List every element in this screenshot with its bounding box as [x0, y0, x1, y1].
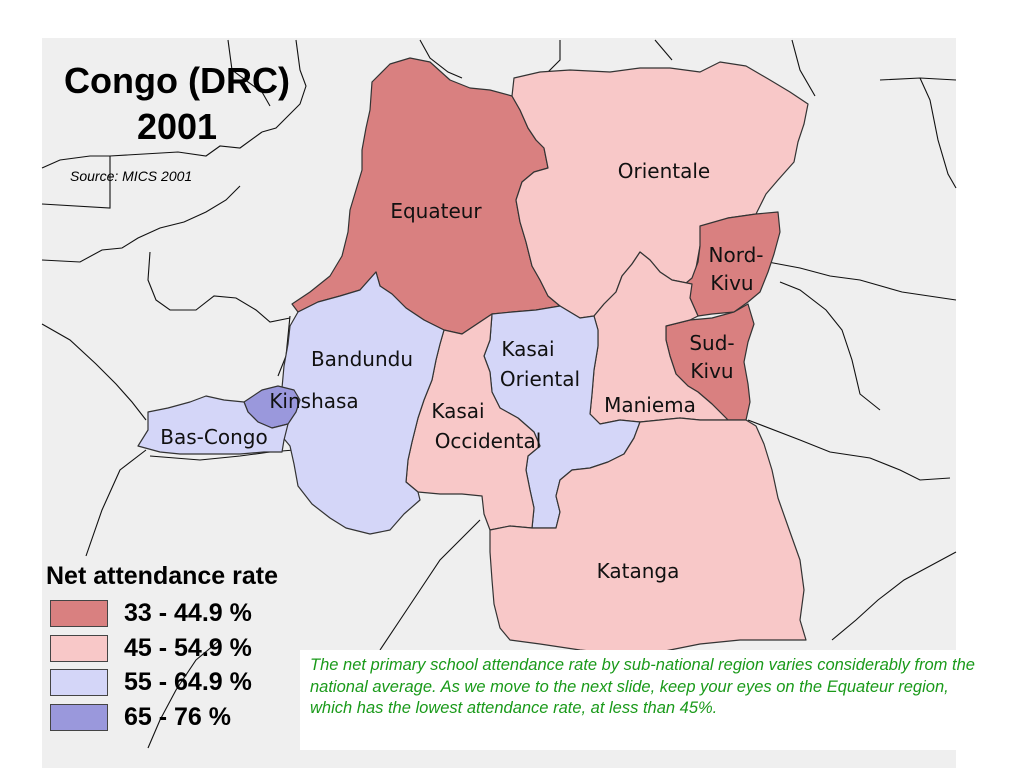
- title-line-2: 2001: [136, 106, 218, 147]
- label-sud-kivu-line1: Sud-: [689, 331, 734, 355]
- caption-text-box: The net primary school attendance rate b…: [300, 650, 990, 750]
- legend-label: 33 - 44.9 %: [124, 599, 252, 627]
- label-katanga: Katanga: [597, 559, 680, 583]
- province-labels: Equateur Orientale Nord- Kivu Sud- Kivu …: [160, 159, 763, 583]
- neighbor-country-borders: [41, 39, 957, 749]
- label-bas-congo: Bas-Congo: [160, 425, 267, 449]
- label-kasai-oriental-line1: Kasai: [501, 337, 554, 361]
- title-line-1: Congo (DRC): [64, 60, 290, 101]
- legend-label: 55 - 64.9 %: [124, 668, 252, 696]
- caption-text: The net primary school attendance rate b…: [310, 656, 975, 717]
- legend-label: 65 - 76 %: [124, 702, 232, 731]
- label-nord-kivu-line1: Nord-: [709, 243, 764, 267]
- map-title: Congo (DRC) 2001: [46, 58, 308, 150]
- legend-swatch: [50, 703, 108, 731]
- province-nord-kivu[interactable]: [679, 211, 781, 317]
- drc-provinces: [137, 57, 809, 655]
- label-kasai-occidental-line2: Occidental: [435, 429, 542, 453]
- label-kasai-occidental-line1: Kasai: [431, 399, 484, 423]
- legend-swatch: [50, 600, 108, 627]
- label-kasai-oriental-line2: Oriental: [500, 367, 580, 391]
- label-orientale: Orientale: [618, 159, 710, 183]
- province-bas-congo[interactable]: [137, 395, 289, 455]
- label-bandundu: Bandundu: [311, 347, 413, 371]
- label-sud-kivu-line2: Kivu: [690, 359, 733, 383]
- label-equateur: Equateur: [390, 199, 482, 223]
- source-note: Source: MICS 2001: [70, 168, 193, 184]
- legend-title: Net attendance rate: [46, 562, 279, 590]
- label-maniema: Maniema: [604, 393, 696, 417]
- legend-swatch: [50, 669, 108, 696]
- legend-label: 45 - 54.9 %: [124, 633, 252, 662]
- label-nord-kivu-line2: Kivu: [710, 271, 753, 295]
- legend-swatch: [50, 634, 108, 662]
- label-kinshasa: Kinshasa: [269, 389, 358, 413]
